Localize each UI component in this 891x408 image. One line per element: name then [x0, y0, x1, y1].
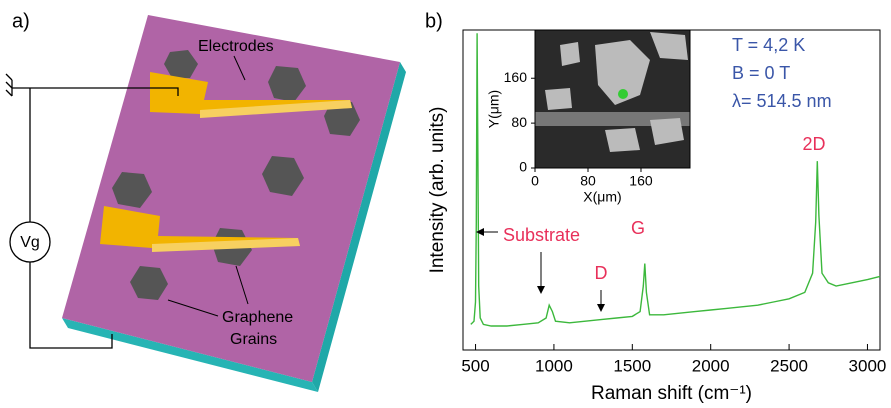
condition: λ= 514.5 nm	[732, 91, 832, 111]
substrate-side	[312, 62, 406, 392]
annotation: 2D	[802, 134, 825, 154]
substrate-top	[62, 15, 400, 382]
inset-y-tick-label: 80	[511, 114, 527, 130]
annotation: Substrate	[503, 225, 580, 245]
panel-b: b) 500 1000 1500 2000 2500 3000 Raman shift (c…	[425, 10, 886, 404]
panel-label: b)	[425, 10, 443, 32]
arrow-head	[476, 228, 484, 236]
arrow-head	[537, 286, 545, 294]
condition: B = 0 T	[732, 63, 790, 83]
inset-frame	[534, 29, 691, 169]
x-axis-label: Raman shift (cm⁻¹)	[591, 383, 752, 404]
electrodes-label: Electrodes	[198, 38, 274, 55]
spectrum-line	[470, 33, 881, 327]
annotation: G	[631, 218, 645, 238]
circuit	[5, 73, 179, 349]
gate-label: Vg	[20, 234, 40, 251]
inset-y-tick-label: 160	[504, 69, 528, 85]
x-tick-label: 500	[461, 356, 489, 375]
inset-x-tick-label: 160	[629, 173, 653, 189]
inset-x-tick-label: 0	[531, 173, 539, 189]
inset-x-label: X(μm)	[583, 189, 621, 205]
annotation: D	[595, 263, 608, 283]
inset-image	[535, 30, 690, 168]
x-tick-label: 1000	[535, 356, 573, 375]
pointer	[233, 55, 246, 81]
y-axis-label: Intensity (arb. units)	[427, 107, 448, 274]
substrate-front	[62, 318, 318, 392]
panel-a: a) Electrodes Graphene Grains	[5, 10, 406, 392]
arrow-head	[597, 304, 605, 312]
x-tick-label: 3000	[849, 356, 887, 375]
grains-label: Grains	[230, 331, 277, 348]
pointer	[235, 265, 249, 305]
grains-label: Graphene	[222, 309, 293, 326]
pointer	[167, 299, 219, 317]
panel-label: a)	[12, 10, 30, 32]
inset-x-tick-label: 80	[580, 173, 596, 189]
inset-y-label: Y(μm)	[486, 90, 502, 128]
x-tick-label: 2500	[770, 356, 808, 375]
x-tick-label: 1500	[613, 356, 651, 375]
inset-y-tick-label: 0	[519, 159, 527, 175]
condition: T = 4,2 K	[732, 35, 805, 55]
electrodes	[100, 72, 352, 252]
x-tick-label: 2000	[692, 356, 730, 375]
